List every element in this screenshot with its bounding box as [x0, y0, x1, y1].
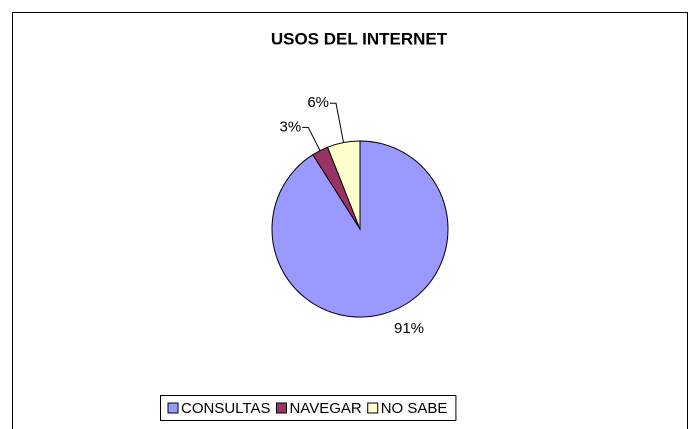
- chart-title: USOS DEL INTERNET: [271, 29, 448, 48]
- legend-label: CONSULTAS: [181, 400, 270, 417]
- data-label: 91%: [394, 320, 424, 337]
- legend-swatch: [367, 402, 379, 414]
- legend-swatch: [275, 402, 287, 414]
- legend-label: NO SABE: [381, 400, 448, 417]
- legend-swatch: [167, 402, 179, 414]
- leader-line: [330, 102, 345, 143]
- data-label: 3%: [280, 118, 302, 135]
- leader-line: [302, 126, 321, 151]
- legend-label: NAVEGAR: [289, 400, 361, 417]
- pie-slice: [326, 140, 361, 230]
- data-label: 6%: [307, 94, 329, 111]
- legend-box: [160, 395, 457, 421]
- legend: CONSULTAS NAVEGAR NO SABE: [160, 395, 457, 421]
